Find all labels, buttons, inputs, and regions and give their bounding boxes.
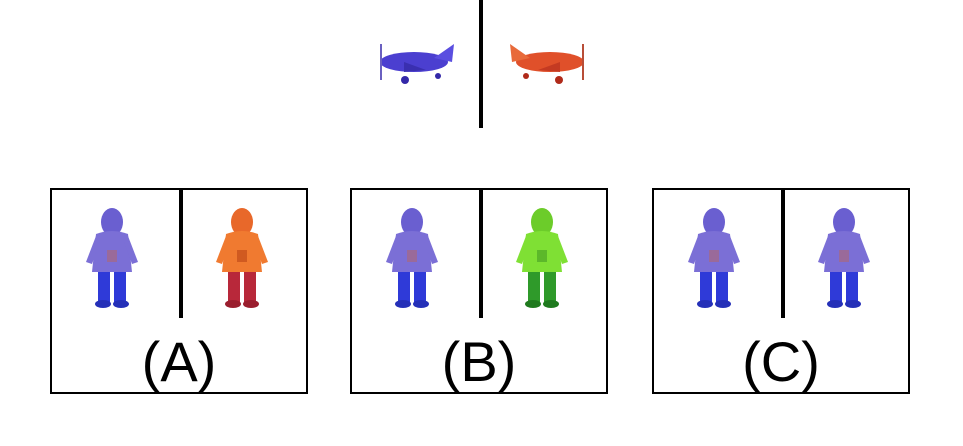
option-label: (B) [441,330,517,393]
purple-figure-icon [386,208,438,308]
red-airplane-icon [510,44,584,84]
green-figure-icon [516,208,568,308]
purple-figure-icon [86,208,138,308]
option-c-divider [781,190,785,318]
option-c[interactable]: (C) [652,188,910,394]
option-label: (A) [141,330,217,393]
option-a[interactable]: (A) [50,188,308,394]
option-label: (C) [742,330,820,393]
orange-figure-icon [216,208,268,308]
blue-airplane-icon [380,44,454,84]
purple-figure-icon [818,208,870,308]
top-divider [479,0,483,128]
option-b[interactable]: (B) [350,188,608,394]
option-b-divider [479,190,483,318]
purple-figure-icon [688,208,740,308]
option-a-divider [179,190,183,318]
